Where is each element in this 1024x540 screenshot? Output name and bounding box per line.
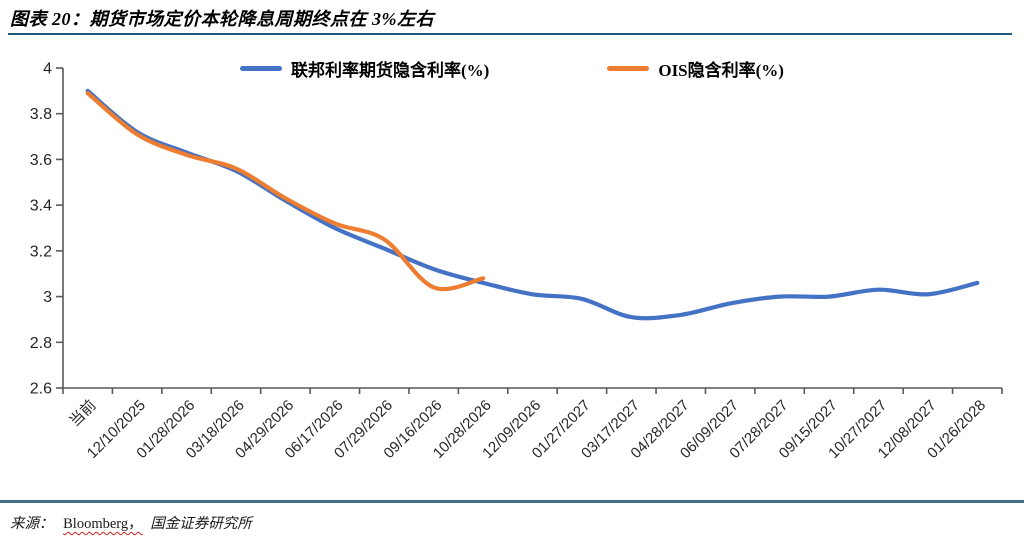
y-axis-label: 2.6 — [30, 381, 52, 398]
legend-item-fed-futures: 联邦利率期货隐含利率(%) — [240, 56, 489, 81]
footer-rule — [0, 500, 1024, 503]
y-axis-label: 3.4 — [30, 198, 52, 215]
y-axis-label: 2.8 — [30, 335, 52, 352]
fed-futures-line-swatch — [240, 65, 283, 71]
source-institution: 国金证券研究所 — [150, 516, 252, 532]
source-note: 来源： Bloomberg， 国金证券研究所 — [10, 512, 252, 533]
source-label: 来源： — [10, 516, 54, 532]
title-underline — [8, 33, 1012, 35]
y-axis-label: 4 — [43, 61, 52, 78]
ois-implied-rate-line — [85, 91, 486, 292]
source-bloomberg: Bloomberg， — [63, 516, 143, 532]
y-axis-label: 3.2 — [30, 243, 52, 260]
y-axis-label: 3 — [43, 289, 52, 306]
y-axis-label: 3.6 — [30, 152, 52, 169]
legend-item-ois: OIS隐含利率(%) — [607, 56, 784, 81]
figure-title: 图表 20：期货市场定价本轮降息周期终点在 3%左右 — [10, 9, 434, 29]
ois-line-swatch — [607, 65, 650, 71]
x-axis-label: 当前 — [66, 397, 99, 430]
fed-futures-implied-rate-line — [85, 88, 980, 321]
axis-frame — [62, 68, 1002, 389]
y-axis-label: 3.8 — [30, 106, 52, 123]
chart-legend: 联邦利率期货隐含利率(%) OIS隐含利率(%) — [0, 56, 1024, 80]
fed-futures-legend-label: 联邦利率期货隐含利率(%) — [291, 60, 490, 80]
ois-legend-label: OIS隐含利率(%) — [658, 60, 784, 80]
